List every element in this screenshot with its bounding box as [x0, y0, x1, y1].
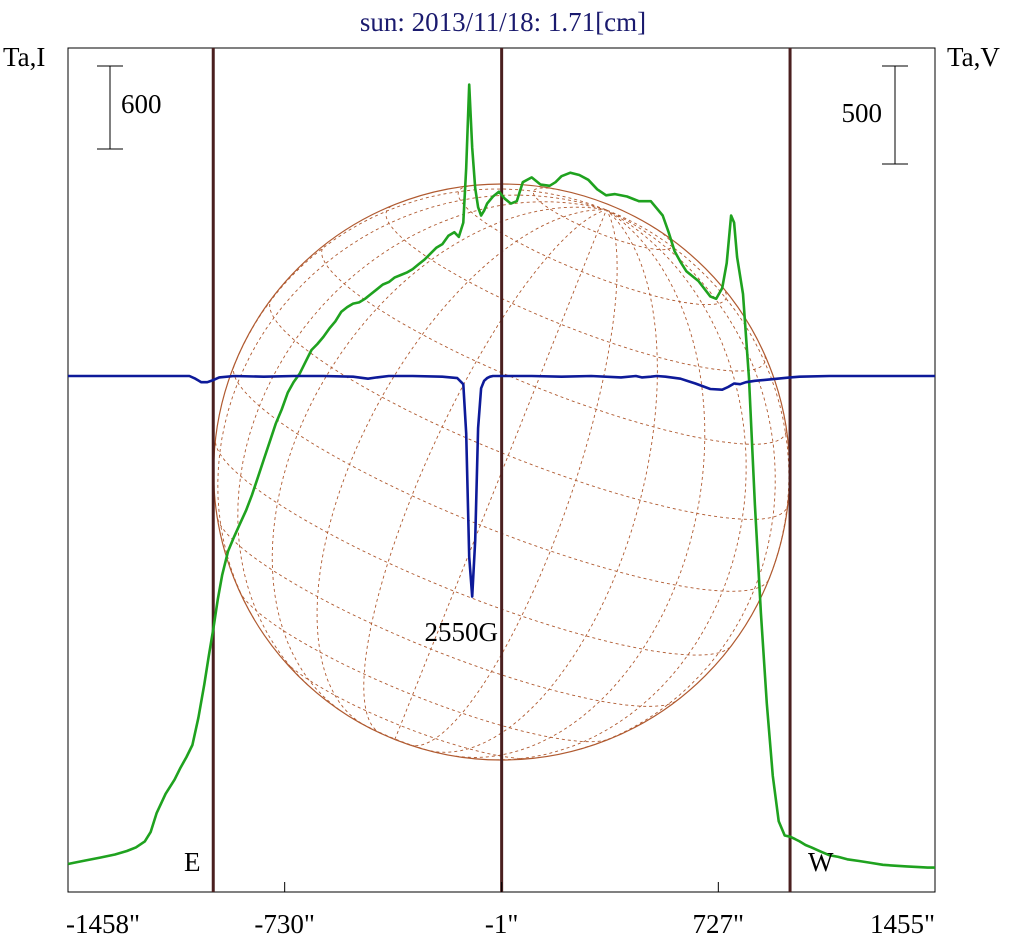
disk-meridian [495, 209, 747, 761]
x-tick-label: -1458" [66, 909, 140, 939]
disk-parallel [385, 205, 766, 372]
disk-meridian [237, 201, 607, 685]
disk-meridian [606, 209, 790, 579]
limb-label-west: W [808, 847, 834, 877]
plot-area: 2550G -1458" -730" -1" 727" 1455" [66, 47, 936, 939]
disk-parallel [269, 298, 789, 520]
disk-parallel [457, 185, 727, 306]
scale-bar-left-value: 600 [121, 89, 162, 119]
x-tick-label: 727" [693, 909, 745, 939]
series-line-polarization [68, 374, 935, 598]
disk-parallel [321, 243, 787, 445]
series-line-intensity [67, 83, 935, 869]
scale-bar-left [97, 65, 123, 150]
disk-parallel [217, 518, 676, 707]
annotation-field-strength: 2550G [424, 617, 498, 647]
disk-meridian [394, 209, 607, 740]
disk-parallel [239, 591, 610, 743]
scale-bar-right [882, 65, 908, 165]
x-tick-label: -730" [254, 909, 315, 939]
y-axis-label-right: Ta,V [947, 42, 1000, 72]
x-tick-label: 1455" [870, 909, 935, 939]
chart-title: sun: 2013/11/18: 1.71[cm] [360, 7, 646, 37]
disk-meridian [217, 194, 607, 620]
disk-meridian [316, 209, 607, 724]
disk-meridian [430, 209, 658, 753]
disk-parallel [352, 718, 440, 754]
disk-meridian [363, 209, 607, 734]
scale-bar-right-value: 500 [842, 98, 883, 128]
disk-parallel [215, 442, 730, 656]
disk-parallel [281, 658, 533, 760]
disk-meridian [409, 209, 618, 747]
disk-meridian [455, 209, 706, 758]
y-axis-label-left: Ta,I [3, 42, 45, 72]
limb-label-east: E [184, 847, 201, 877]
x-tick-label: -1" [485, 909, 519, 939]
disk-meridian [579, 209, 776, 750]
disk-parallel [232, 365, 770, 592]
